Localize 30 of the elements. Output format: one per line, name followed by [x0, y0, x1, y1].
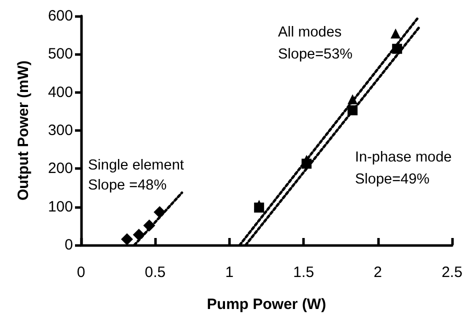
point: [392, 44, 402, 54]
point: [348, 105, 358, 116]
y-tick-label: 100: [48, 198, 73, 216]
x-tick-label: 0: [76, 264, 86, 281]
point: [121, 233, 134, 246]
x-tick-label: 2.5: [442, 264, 462, 281]
point: [254, 200, 264, 210]
point: [154, 206, 166, 218]
point: [143, 220, 156, 232]
annotation: Single element: [88, 158, 184, 174]
x-tick-label: 1: [225, 264, 234, 281]
x-axis-title: Pump Power (W): [206, 296, 326, 313]
x-tick-label: 1.5: [293, 264, 314, 281]
annotation: All modes: [278, 24, 342, 40]
y-tick-label: 600: [48, 8, 73, 24]
point: [132, 228, 145, 241]
point: [348, 94, 358, 104]
y-axis-title: Output Power (mW): [15, 60, 32, 200]
annotation: Slope =48%: [88, 178, 167, 194]
y-tick-label: 300: [48, 122, 73, 139]
y-tick-label: 400: [48, 84, 73, 101]
x-tick-label: 0.5: [144, 264, 166, 281]
y-tick-label: 0: [64, 236, 73, 254]
point: [390, 28, 401, 39]
annotation: Slope=49%: [355, 172, 430, 188]
y-tick-label: 500: [48, 46, 73, 63]
annotation: In-phase mode: [355, 150, 452, 166]
annotation: Slope=53%: [278, 46, 353, 62]
y-tick-label: 200: [48, 160, 73, 178]
x-tick-label: 2: [374, 264, 382, 281]
